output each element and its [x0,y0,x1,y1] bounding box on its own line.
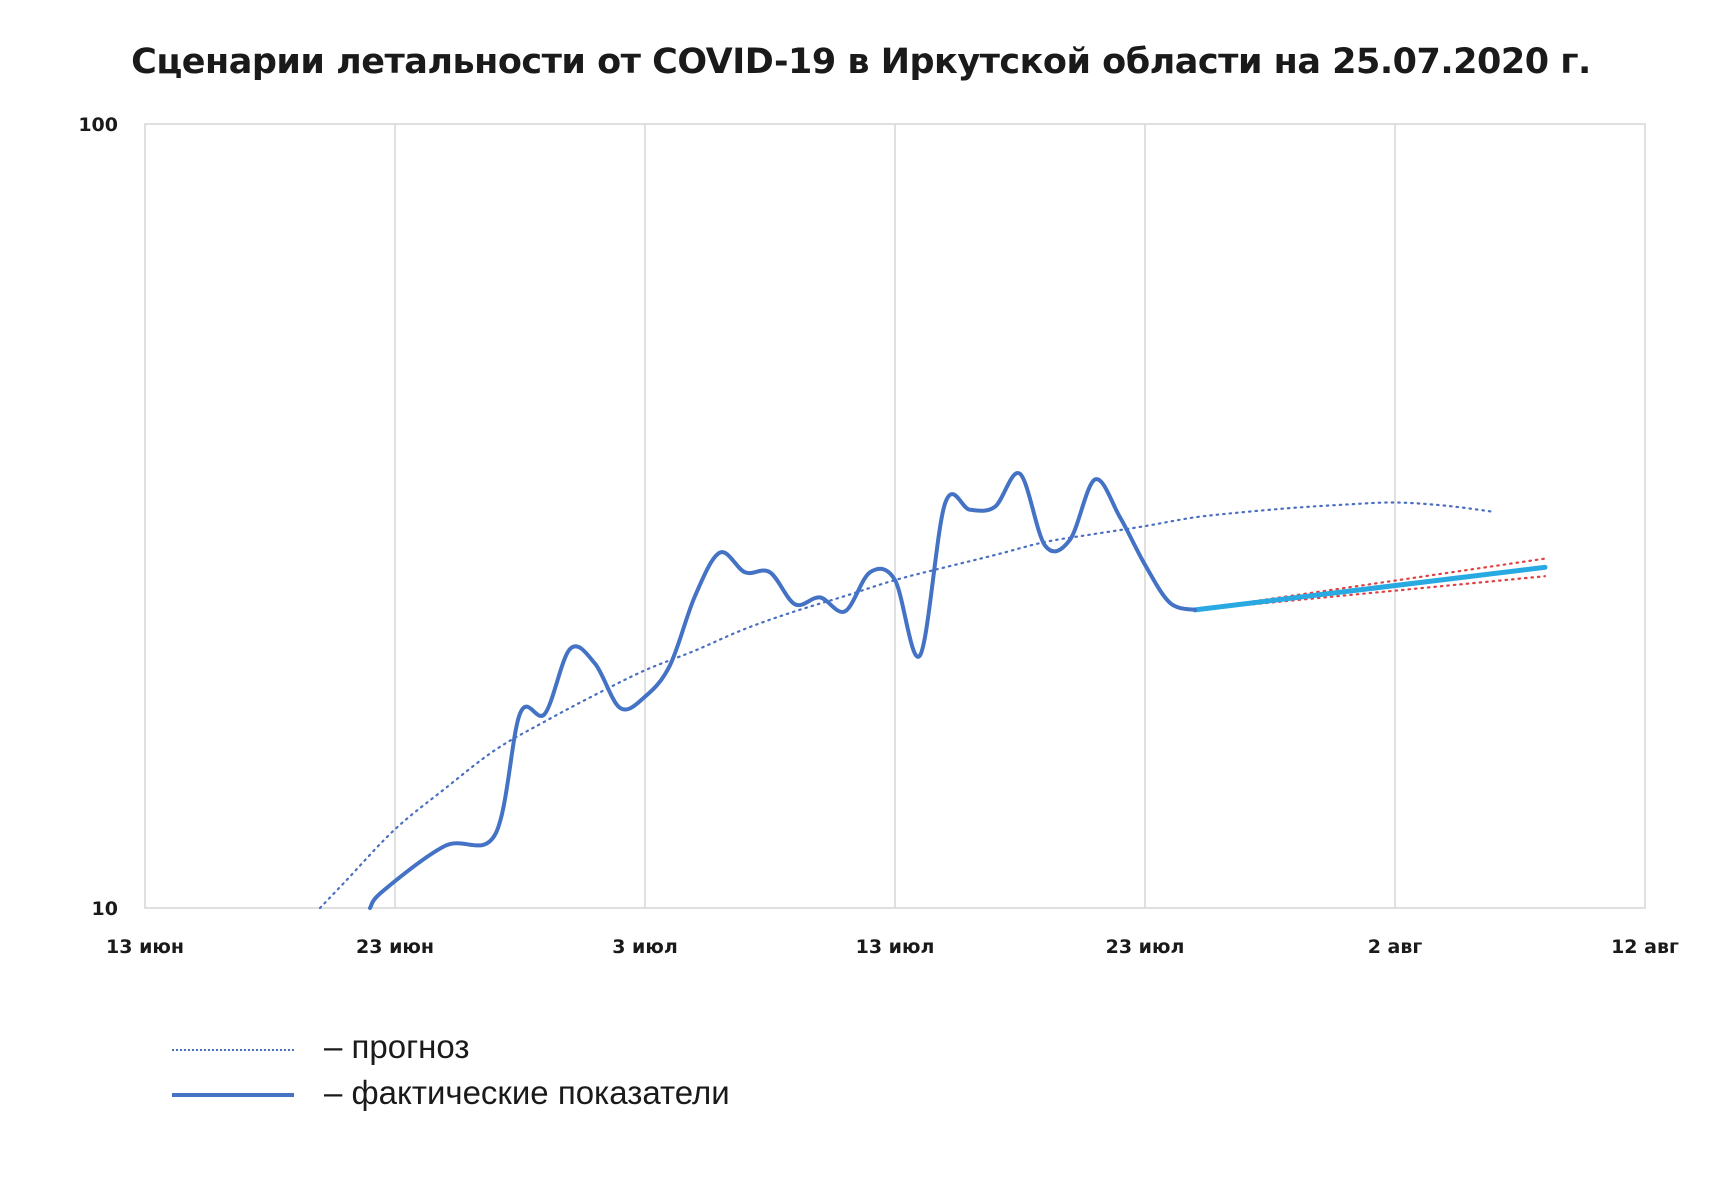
x-axis-tick-labels: 13 июн 23 июн 3 июл 13 июл 23 июл 2 авг 12 авг [106,936,1679,958]
legend-swatch-dotted [172,1049,294,1051]
series-lines [318,471,1548,910]
legend-swatch-solid [172,1093,294,1097]
x-tick-label: 23 июл [1106,936,1185,958]
x-tick-label: 12 авг [1611,936,1679,958]
x-tick-label: 2 авг [1368,936,1423,958]
legend-label-forecast: – прогноз [324,1028,470,1065]
y-tick-label: 100 [78,114,118,136]
legend-label-actual: – фактические показатели [324,1074,730,1111]
x-tick-label: 13 июл [856,936,935,958]
x-tick-label: 3 июл [612,936,678,958]
series-forecast-trend [318,501,1497,910]
vertical-gridlines [394,124,1396,908]
x-tick-label: 13 июн [106,936,184,958]
y-axis-tick-labels: 10 100 [78,114,118,920]
y-tick-label: 10 [92,898,118,920]
series-projection-central [1192,564,1548,613]
chart-title: Сценарии летальности от COVID-19 в Иркут… [131,42,1591,82]
x-tick-label: 23 июн [356,936,434,958]
series-actual-deaths [368,471,1197,910]
